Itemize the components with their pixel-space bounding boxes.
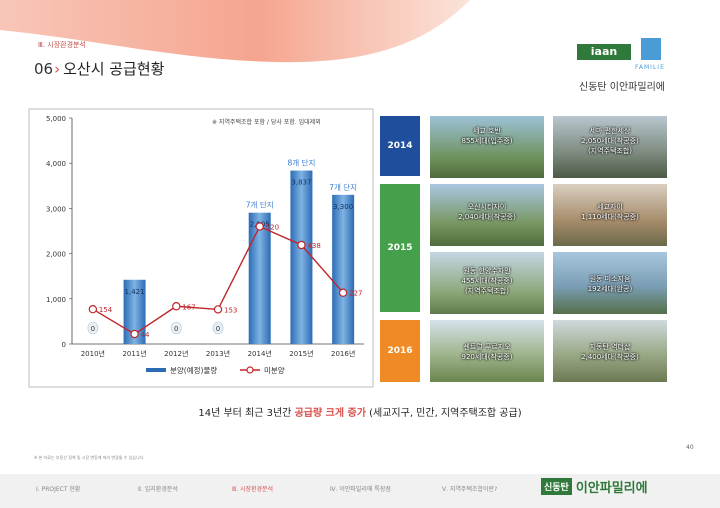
bar-value-label: 0 xyxy=(91,325,95,333)
project-photo: 오산시티자이 2,040세대(착공중) xyxy=(430,184,544,246)
year-2016: 2016 xyxy=(380,320,420,382)
annotation-label: 8개 단지 xyxy=(287,158,315,168)
zero-marker xyxy=(212,321,224,335)
x-tick-label: 2015년 xyxy=(289,349,313,358)
bar-value-label: 0 xyxy=(174,325,178,333)
x-tick-label: 2011년 xyxy=(122,349,146,358)
annotation-label: 7개 단지 xyxy=(329,182,357,192)
brand-logo: iaan FAMILIE 신동탄 이안파밀리에 xyxy=(577,38,689,96)
unsold-value-label: 227 xyxy=(349,290,362,298)
title-text: 오산시 공급현황 xyxy=(63,60,165,78)
header-swoosh xyxy=(0,0,470,63)
unsold-point xyxy=(297,240,306,250)
legend-line-label: 미분양 xyxy=(264,366,285,375)
project-photo: 원동 미소지움 192세대(완공) xyxy=(553,252,667,314)
chart-frame xyxy=(28,108,374,388)
page-title: 06› 오산시 공급현황 xyxy=(34,58,164,79)
summary-text: 14년 부터 최근 3년간 공급량 크게 증가 (세교지구, 민간, 지역주택조… xyxy=(198,408,522,419)
bar-value-label: 0 xyxy=(216,325,220,333)
zero-marker xyxy=(170,321,182,335)
bar xyxy=(290,170,313,344)
page-number: 40 xyxy=(686,444,694,451)
x-tick-label: 2014년 xyxy=(248,349,272,358)
unsold-value-label: 167 xyxy=(182,303,195,311)
zero-marker xyxy=(87,321,99,335)
nav-item-location[interactable]: Ⅱ. 입지환경분석 xyxy=(138,486,178,493)
bar-value-label: 1,421 xyxy=(125,288,145,296)
familie-mark-icon xyxy=(641,38,661,60)
footer-brand-b: 이안파밀리에 xyxy=(575,480,648,496)
project-photo: 세교자이 1,110세대(착공중) xyxy=(553,184,667,246)
footer-brand-a: 신동탄 xyxy=(541,477,572,495)
title-number: 06 xyxy=(34,60,54,78)
nav-item-market[interactable]: Ⅲ. 시장환경분석 xyxy=(232,486,274,493)
x-tick-label: 2016년 xyxy=(331,349,355,358)
x-tick-label: 2012년 xyxy=(164,349,188,358)
footer-bar xyxy=(0,474,720,508)
project-photo: 세교 호반 855세대(입주중) xyxy=(430,116,544,178)
project-photo: 센트럴 푸르지오 920세대(착공중) xyxy=(430,320,544,382)
logo-familie: FAMILIE xyxy=(635,64,665,71)
chevron-right-icon: › xyxy=(54,60,61,78)
chart-note: ※ 지역주택조합 포함 / 당사 포함. 임대제외 xyxy=(212,119,321,126)
year-2014: 2014 xyxy=(380,116,420,176)
y-tick-label: 2,000 xyxy=(46,251,66,259)
bar xyxy=(332,194,355,344)
nav-item-association[interactable]: Ⅴ. 지역주택조합이란? xyxy=(442,486,498,493)
unsold-point xyxy=(255,222,264,231)
unsold-value-label: 520 xyxy=(266,223,279,231)
legend-bar-label: 분양(예정)물량 xyxy=(170,365,217,375)
logo-tagline: 신동탄 이안파밀리에 xyxy=(579,82,665,93)
unsold-value-label: 44 xyxy=(141,331,150,339)
y-tick-label: 3,000 xyxy=(46,205,66,213)
y-tick-label: 0 xyxy=(62,341,66,349)
legend-bar-swatch xyxy=(146,368,166,372)
logo-iaan: iaan xyxy=(577,44,631,60)
nav-item-project[interactable]: Ⅰ. PROJECT 현황 xyxy=(36,486,81,493)
unsold-point xyxy=(88,304,98,314)
section-label: Ⅲ. 시장환경분석 xyxy=(38,41,86,49)
x-tick-label: 2010년 xyxy=(81,349,105,358)
y-tick-label: 5,000 xyxy=(46,115,66,123)
project-photo: 세마 편한세상 2,050세대(착공중) (지역주택조합) xyxy=(553,116,667,178)
bar-value-label: 3,300 xyxy=(333,203,353,211)
unsold-value-label: 438 xyxy=(307,242,320,250)
annotation-label: 7개 단지 xyxy=(246,200,274,210)
bar-value-label: 3,837 xyxy=(291,179,311,187)
x-tick-label: 2013년 xyxy=(206,349,230,358)
project-photo: 원동 한양수자인 455세대(착공중) (지역주택조합) xyxy=(430,252,544,314)
legend-line-marker xyxy=(246,366,254,374)
year-2015: 2015 xyxy=(380,184,420,312)
bar xyxy=(248,212,271,344)
project-photo: 지동탄 역더샵 2,400세대(착공중) xyxy=(553,320,667,382)
y-tick-label: 4,000 xyxy=(46,160,66,168)
unsold-point xyxy=(172,302,181,311)
unsold-point xyxy=(130,329,139,339)
footer-brand: 신동탄 이안파밀리에 xyxy=(541,474,648,498)
footnote: ※ 본 자료는 부동산 정책 및 시장 변동에 따라 변경될 수 있습니다. xyxy=(34,455,145,460)
supply-chart: 0 1,000 2,000 3,000 4,000 5,000 2010년 2011년 2012… xyxy=(28,108,374,388)
unsold-point xyxy=(213,305,223,314)
bar xyxy=(123,279,146,344)
y-tick-label: 1,000 xyxy=(46,296,66,304)
unsold-value-label: 154 xyxy=(99,306,113,314)
unsold-value-label: 153 xyxy=(224,306,237,314)
unsold-point xyxy=(338,288,348,297)
nav-item-features[interactable]: Ⅳ. 이안파밀리에 특장점 xyxy=(330,486,391,493)
